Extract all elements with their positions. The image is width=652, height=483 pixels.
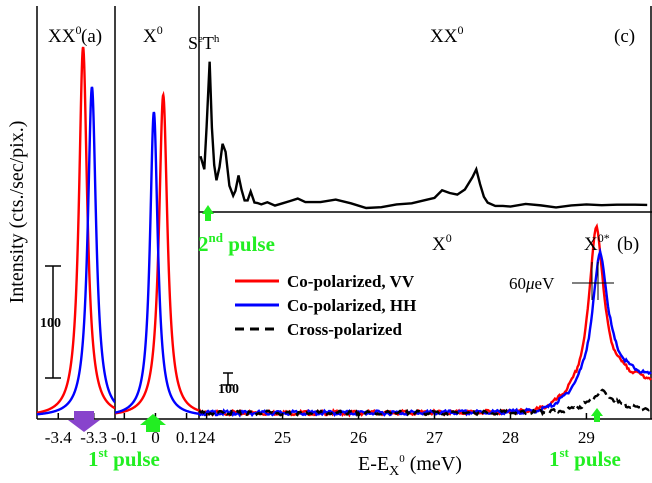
legend-item-hh: Co-polarized, HH	[287, 296, 416, 315]
scale-bar-a-label: 100	[40, 316, 61, 331]
legend-item-cross: Cross-polarized	[287, 320, 402, 339]
panel-b-x0star-label: X0*	[584, 231, 610, 255]
legend-item-vv: Co-polarized, VV	[287, 272, 415, 291]
legend: Co-polarized, VV Co-polarized, HH Cross-…	[235, 272, 416, 339]
first-pulse-arrow-a	[140, 414, 166, 432]
panel-b-curve-1	[199, 247, 652, 418]
first-pulse-arrow-b	[591, 408, 603, 422]
panel-a-x0-series	[115, 90, 199, 415]
panel-c-series	[199, 61, 648, 210]
axes-frame	[36, 6, 652, 420]
scale-bar-b	[223, 372, 233, 386]
panel-a-curve-1-0	[115, 90, 199, 415]
y-axis-label: Intensity (cts./sec/pix.)	[6, 121, 28, 304]
x-axis-label: E-EX0 (meV)	[358, 453, 462, 479]
axis-ticks: 24 25 26 27 28 29 -3.4 -3.3 -0.1 0 0.1	[45, 413, 595, 447]
first-pulse-label-a: 1st pulse	[88, 445, 160, 471]
tick-label-b-1: 25	[274, 428, 291, 447]
svg-text:60μeV: 60μeV	[509, 274, 555, 293]
panel-a-curve-0-0	[37, 46, 115, 414]
panel-b-label: (b)	[617, 234, 639, 255]
tick-label-b-5: 29	[578, 428, 595, 447]
scale-bar-a	[45, 265, 61, 379]
panel-a-xx0-label: XX0	[48, 23, 81, 47]
tick-label-a-2: -0.1	[111, 428, 138, 447]
tick-label-b-2: 26	[350, 428, 367, 447]
tick-label-b-3: 27	[426, 428, 444, 447]
panel-b-curve-2	[199, 388, 652, 418]
tick-label-a-4: 0.1	[176, 428, 197, 447]
panel-a-curve-1-1	[115, 111, 199, 415]
panel-b-series	[199, 222, 652, 418]
panel-c-label: (c)	[614, 26, 635, 47]
tick-label-b-4: 28	[502, 428, 519, 447]
second-pulse-label: 2nd pulse	[198, 230, 275, 256]
xx0-arrow-purple	[68, 411, 100, 432]
linewidth-annotation: 60μeV	[509, 262, 614, 300]
first-pulse-label-b: 1st pulse	[549, 445, 621, 471]
panel-a-xx0-series	[37, 46, 115, 416]
panel-a-curve-0-1	[37, 86, 115, 416]
tick-label-a-0: -3.4	[45, 428, 72, 447]
second-pulse-arrow	[202, 205, 214, 221]
panel-c-xx0-trace	[199, 61, 648, 210]
panel-b-x0-label: X0	[432, 231, 452, 255]
panel-a-x0-label: X0	[143, 23, 163, 47]
scale-bar-b-label: 100	[218, 382, 239, 397]
panel-c-xx0-label: XX0	[430, 23, 463, 47]
tick-label-a-1: -3.3	[80, 428, 107, 447]
panel-a-label: (a)	[81, 26, 102, 47]
seth-label: SeTh	[188, 33, 220, 53]
tick-label-b-0: 24	[198, 428, 216, 447]
tick-label-a-3: 0	[151, 428, 160, 447]
